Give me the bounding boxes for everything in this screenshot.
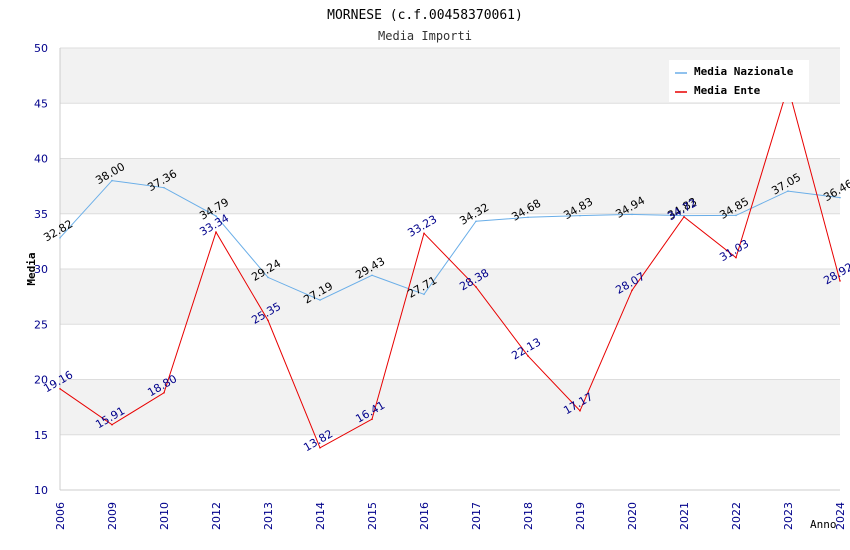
y-tick-label: 15 <box>34 429 48 442</box>
series-line-nazionale <box>59 180 841 301</box>
data-point <box>475 220 477 223</box>
series-lines <box>59 84 841 449</box>
plot-band <box>60 379 840 435</box>
data-point <box>423 232 425 235</box>
x-tick-label: 2021 <box>678 502 691 530</box>
data-point <box>631 213 633 216</box>
x-tick-label: 2006 <box>54 502 67 530</box>
plot-band <box>60 158 840 214</box>
y-tick-label: 35 <box>34 208 48 221</box>
x-tick-label: 2014 <box>314 502 327 530</box>
data-point <box>163 391 165 394</box>
chart-title: MORNESE (c.f.00458370061) <box>327 8 523 23</box>
data-point <box>579 409 581 412</box>
data-point <box>319 299 321 301</box>
data-point <box>215 231 217 233</box>
chart-subtitle: Media Importi <box>378 29 472 43</box>
legend-label-ente: Media Ente <box>694 84 761 97</box>
y-tick-label: 30 <box>34 263 48 276</box>
data-point <box>683 214 685 217</box>
x-tick-label: 2017 <box>470 502 483 530</box>
x-tick-labels: 2006 2009 2010 2012 2013 2014 2015 2016 2017 2018… <box>54 502 847 530</box>
series-line-ente <box>59 84 841 449</box>
x-tick-label: 2024 <box>834 502 847 530</box>
data-point <box>371 274 373 277</box>
data-point <box>631 289 633 292</box>
data-point <box>163 186 165 189</box>
legend: Media Nazionale Media Ente <box>669 60 809 102</box>
data-point <box>579 214 581 217</box>
data-point <box>215 215 217 217</box>
y-tick-label: 45 <box>34 97 48 110</box>
y-tick-labels: 10 15 20 25 30 35 40 45 50 <box>34 42 48 497</box>
data-point <box>59 237 61 239</box>
data-point <box>683 216 685 218</box>
data-point <box>267 319 269 322</box>
plot-band <box>60 324 840 380</box>
y-tick-label: 40 <box>34 153 48 166</box>
data-point <box>111 423 113 426</box>
data-point <box>319 446 321 449</box>
data-point <box>839 196 841 199</box>
legend-box <box>669 60 809 102</box>
x-tick-label: 2009 <box>106 502 119 530</box>
data-point <box>59 387 61 390</box>
plot-band <box>60 103 840 159</box>
data-point <box>475 286 477 288</box>
data-point <box>735 214 737 217</box>
x-tick-label: 2018 <box>522 502 535 530</box>
data-point <box>839 280 841 282</box>
plot-band <box>60 434 840 490</box>
plot-band <box>60 269 840 325</box>
x-axis-label: Anno <box>810 518 837 531</box>
data-point <box>787 190 789 192</box>
x-tick-label: 2010 <box>158 502 171 530</box>
x-tick-label: 2019 <box>574 502 587 530</box>
data-point <box>527 216 529 219</box>
y-tick-label: 50 <box>34 42 48 55</box>
legend-label-nazionale: Media Nazionale <box>694 65 794 78</box>
y-axis-label: Media <box>25 252 38 285</box>
y-tick-label: 20 <box>34 374 48 387</box>
data-point <box>423 293 425 296</box>
data-point <box>735 256 737 259</box>
x-tick-label: 2015 <box>366 502 379 530</box>
y-tick-label: 25 <box>34 318 48 331</box>
x-tick-label: 2013 <box>262 502 275 530</box>
y-tick-label: 10 <box>34 484 48 497</box>
x-tick-label: 2016 <box>418 502 431 530</box>
x-tick-label: 2020 <box>626 502 639 530</box>
data-point <box>267 276 269 279</box>
x-tick-label: 2023 <box>782 502 795 530</box>
x-tick-label: 2012 <box>210 502 223 530</box>
data-point <box>371 418 373 420</box>
data-point <box>527 355 529 357</box>
x-tick-label: 2022 <box>730 502 743 530</box>
data-point <box>111 179 113 182</box>
